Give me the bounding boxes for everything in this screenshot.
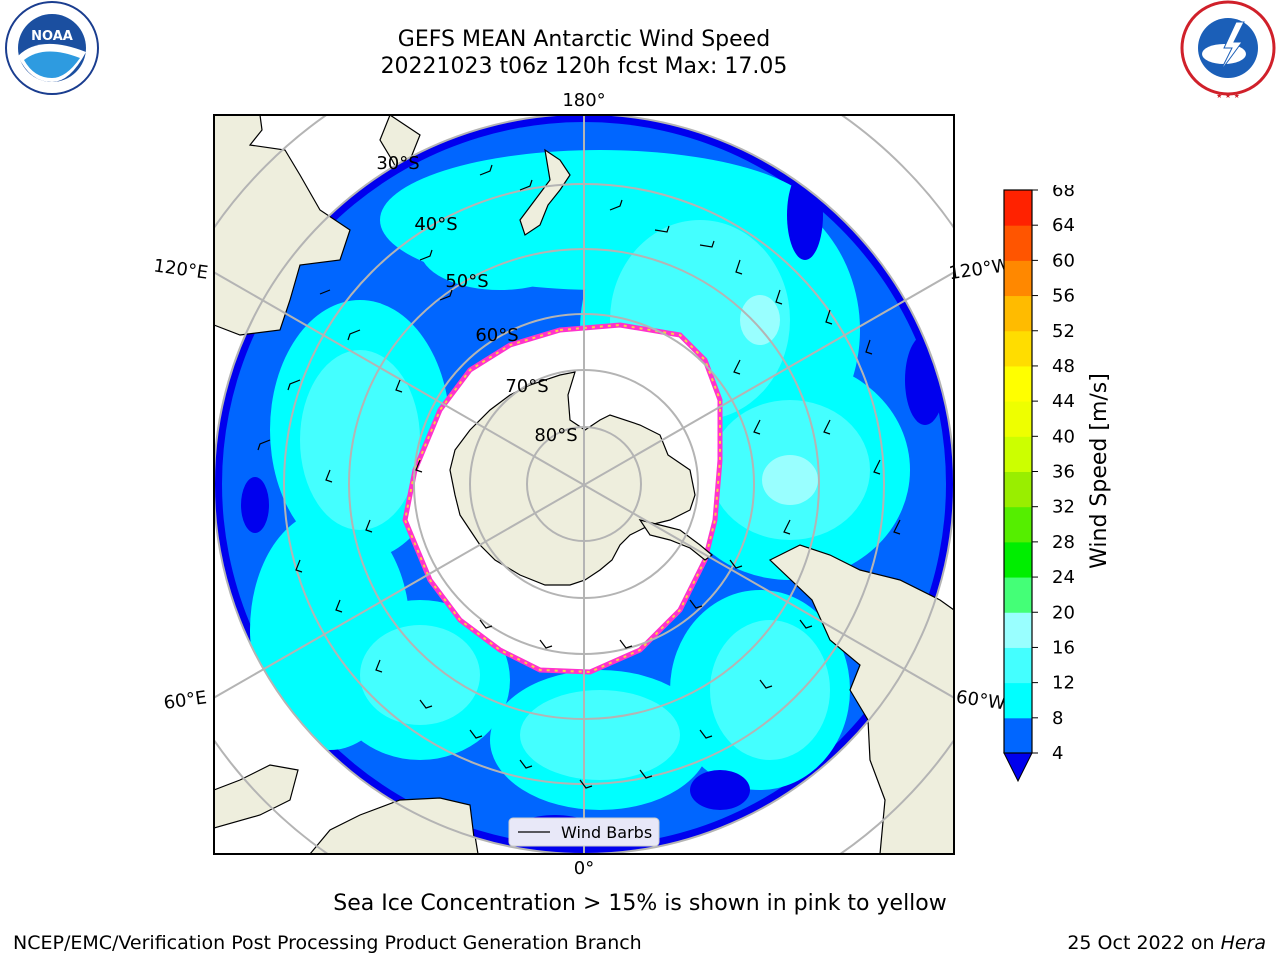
footer-host: Hera bbox=[1220, 932, 1266, 954]
nws-logo: ★ ★ ★ bbox=[1180, 0, 1276, 100]
lon-label-0: 0° bbox=[574, 858, 594, 879]
colorbar-block bbox=[1004, 471, 1032, 508]
colorbar-block bbox=[1004, 365, 1032, 402]
colorbar-block bbox=[1004, 401, 1032, 437]
colorbar-block bbox=[1004, 225, 1032, 261]
new-zealand bbox=[519, 148, 571, 236]
colorbar-tick-label: 32 bbox=[1052, 497, 1075, 518]
colorbar-block bbox=[1004, 436, 1032, 472]
colorbar-tick-label: 56 bbox=[1052, 286, 1075, 307]
colorbar-tick-label: 36 bbox=[1052, 462, 1075, 483]
colorbar-tick-label: 60 bbox=[1052, 250, 1075, 271]
footer-credit: NCEP/EMC/Verification Post Processing Pr… bbox=[13, 932, 642, 954]
wind-barbs-legend: Wind Barbs bbox=[508, 817, 660, 847]
colorbar-tick-label: 28 bbox=[1052, 532, 1075, 553]
colorbar-block bbox=[1004, 717, 1032, 754]
sea-ice-caption: Sea Ice Concentration > 15% is shown in … bbox=[333, 891, 947, 916]
footer-date: 25 Oct 2022 on Hera bbox=[1067, 932, 1266, 954]
colorbar-tick-label: 20 bbox=[1052, 602, 1075, 623]
colorbar-tick-label: 44 bbox=[1052, 391, 1075, 412]
colorbar-tick-label: 24 bbox=[1052, 567, 1075, 588]
graticule bbox=[214, 115, 954, 854]
lon-label-60e: 60°E bbox=[162, 687, 208, 714]
colorbar-under-arrow bbox=[1003, 752, 1033, 783]
colorbar-tick-label: 16 bbox=[1052, 637, 1075, 658]
lon-label-120e: 120°E bbox=[152, 255, 209, 283]
lat-label-30s: 30°S bbox=[376, 153, 419, 174]
colorbar-block bbox=[1004, 260, 1032, 297]
colorbar-tick-label: 52 bbox=[1052, 321, 1075, 342]
map-canvas: 180° 120°E 120°W 60°E 60°W 0° 30°S 40°S … bbox=[152, 90, 1011, 879]
lat-label-40s: 40°S bbox=[414, 214, 457, 235]
colorbar-block bbox=[1004, 330, 1032, 367]
colorbar-block bbox=[1004, 647, 1032, 684]
lat-label-60s: 60°S bbox=[475, 325, 518, 346]
colorbar-block bbox=[1004, 295, 1032, 332]
colorbar-block bbox=[1004, 506, 1032, 543]
colorbar-tick-label: 8 bbox=[1052, 708, 1063, 729]
colorbar-block bbox=[1004, 682, 1032, 719]
colorbar-block bbox=[1004, 541, 1032, 578]
colorbar-blocks bbox=[1004, 190, 1032, 754]
colorbar-label: Wind Speed [m/s] bbox=[1087, 373, 1112, 569]
colorbar-block bbox=[1004, 190, 1032, 226]
wind-barbs bbox=[257, 164, 901, 789]
lat-label-70s: 70°S bbox=[505, 376, 548, 397]
plot-title: GEFS MEAN Antarctic Wind Speed bbox=[397, 27, 771, 52]
plot-subtitle: 20221023 t06z 120h fcst Max: 17.05 bbox=[380, 54, 788, 79]
colorbar-tick-label: 4 bbox=[1052, 743, 1063, 764]
noaa-logo: NOAA bbox=[5, 1, 99, 95]
colorbar-block bbox=[1004, 612, 1032, 648]
colorbar-tick-label: 12 bbox=[1052, 673, 1075, 694]
lon-label-180: 180° bbox=[562, 90, 605, 111]
noaa-logo-text: NOAA bbox=[31, 29, 73, 44]
lat-label-80s: 80°S bbox=[534, 425, 577, 446]
legend-label: Wind Barbs bbox=[561, 823, 652, 842]
svg-text:★ ★ ★: ★ ★ ★ bbox=[1216, 92, 1240, 100]
colorbar-tick-label: 48 bbox=[1052, 356, 1075, 377]
colorbar-block bbox=[1004, 577, 1032, 613]
colorbar-tick-label: 40 bbox=[1052, 426, 1075, 447]
colorbar-tick-label: 64 bbox=[1052, 215, 1075, 236]
colorbar-tick-label: 68 bbox=[1052, 185, 1075, 201]
lat-label-50s: 50°S bbox=[445, 271, 488, 292]
